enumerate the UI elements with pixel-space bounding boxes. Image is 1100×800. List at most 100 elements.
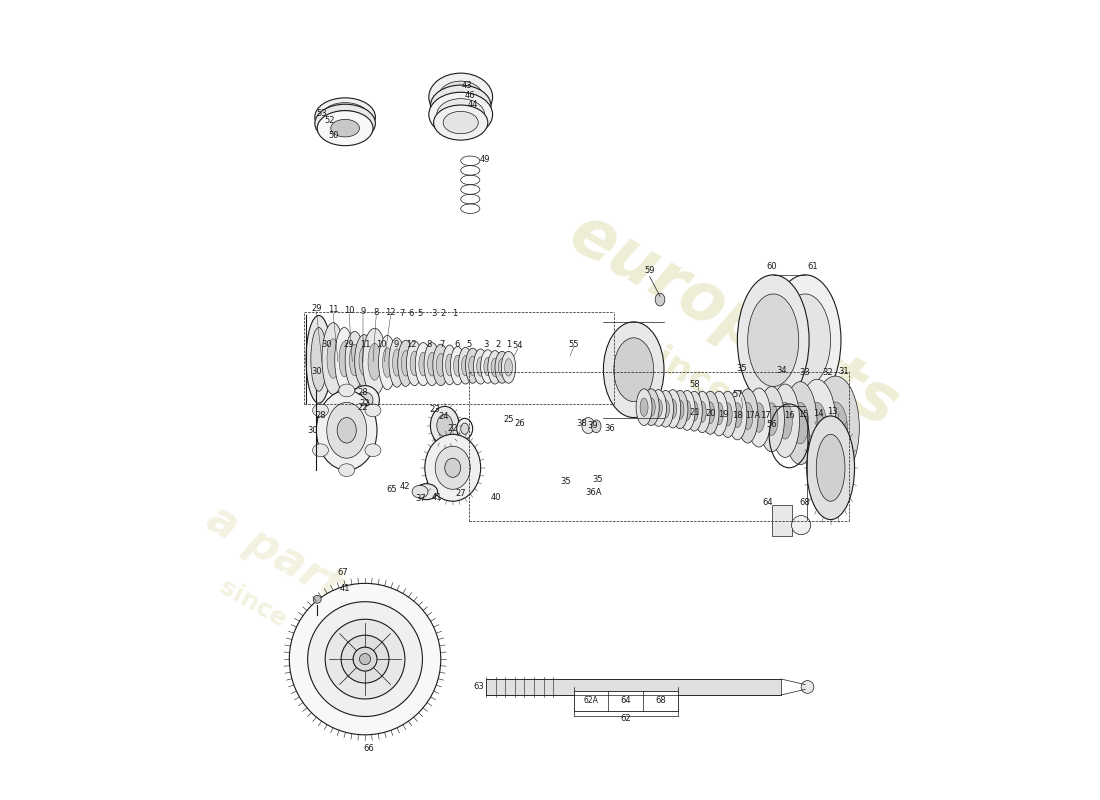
Ellipse shape (644, 389, 659, 426)
Ellipse shape (733, 402, 742, 427)
Ellipse shape (419, 352, 428, 376)
Text: 5: 5 (417, 309, 422, 318)
Ellipse shape (365, 404, 381, 417)
Ellipse shape (683, 400, 691, 420)
Ellipse shape (771, 384, 800, 458)
Ellipse shape (331, 119, 360, 137)
Text: 3: 3 (431, 309, 437, 318)
Text: 20: 20 (706, 409, 716, 418)
Ellipse shape (350, 344, 360, 376)
Text: 56: 56 (767, 420, 777, 430)
Text: 54: 54 (513, 342, 524, 350)
Text: 63: 63 (473, 682, 484, 690)
Text: 18: 18 (732, 410, 742, 420)
Bar (486, 679, 781, 695)
Ellipse shape (647, 398, 656, 416)
Ellipse shape (358, 392, 373, 408)
Ellipse shape (669, 399, 676, 418)
Ellipse shape (807, 402, 826, 449)
Ellipse shape (742, 402, 752, 430)
Text: 2: 2 (440, 309, 446, 318)
Text: 23: 23 (429, 405, 440, 414)
Text: 27: 27 (455, 489, 466, 498)
Ellipse shape (824, 402, 847, 454)
Ellipse shape (498, 358, 506, 376)
Ellipse shape (339, 464, 354, 477)
Ellipse shape (393, 349, 402, 376)
Ellipse shape (317, 110, 373, 146)
Text: 40: 40 (491, 493, 501, 502)
Text: 41: 41 (340, 585, 351, 594)
Ellipse shape (816, 434, 845, 502)
Ellipse shape (446, 354, 453, 376)
Ellipse shape (672, 390, 688, 429)
Text: a parts: a parts (199, 497, 374, 622)
Ellipse shape (487, 350, 503, 384)
Ellipse shape (383, 348, 393, 378)
Ellipse shape (351, 386, 380, 414)
Ellipse shape (327, 402, 366, 458)
Ellipse shape (664, 390, 681, 428)
Text: 66: 66 (364, 744, 374, 753)
Text: 26: 26 (515, 419, 525, 429)
Ellipse shape (378, 335, 396, 390)
Ellipse shape (661, 400, 670, 418)
Text: 58: 58 (690, 379, 701, 389)
Text: 22: 22 (358, 403, 367, 413)
Text: 61: 61 (807, 262, 818, 270)
Text: 16: 16 (784, 410, 794, 420)
Text: 39: 39 (587, 421, 598, 430)
Text: 22: 22 (359, 398, 370, 408)
Ellipse shape (747, 388, 771, 447)
Ellipse shape (453, 355, 462, 376)
Text: 14: 14 (813, 409, 823, 418)
Ellipse shape (412, 486, 428, 498)
Text: 13: 13 (827, 407, 837, 417)
Ellipse shape (442, 345, 456, 385)
Circle shape (360, 654, 371, 665)
Text: 62: 62 (620, 714, 631, 723)
Text: 28: 28 (358, 387, 368, 397)
Ellipse shape (389, 338, 405, 387)
Ellipse shape (429, 73, 493, 121)
Ellipse shape (658, 390, 673, 427)
Ellipse shape (737, 275, 810, 406)
Ellipse shape (327, 339, 339, 378)
Ellipse shape (407, 341, 422, 386)
Ellipse shape (766, 402, 778, 435)
Ellipse shape (679, 390, 695, 430)
Ellipse shape (462, 356, 470, 376)
Circle shape (353, 647, 377, 671)
Ellipse shape (476, 357, 485, 376)
Text: 35: 35 (593, 475, 603, 484)
Ellipse shape (312, 404, 329, 417)
Ellipse shape (502, 351, 516, 383)
Text: 30: 30 (321, 340, 332, 349)
Text: 64: 64 (620, 697, 631, 706)
Ellipse shape (337, 418, 356, 443)
Ellipse shape (806, 416, 855, 519)
Ellipse shape (459, 347, 473, 384)
Text: 31: 31 (838, 366, 849, 376)
Ellipse shape (402, 350, 410, 376)
Text: 15: 15 (799, 410, 808, 419)
Ellipse shape (450, 346, 464, 385)
Ellipse shape (748, 294, 799, 386)
Text: 42: 42 (399, 482, 410, 490)
Ellipse shape (783, 382, 817, 465)
Text: 52: 52 (323, 117, 334, 126)
Text: 30: 30 (307, 426, 318, 434)
Ellipse shape (444, 458, 461, 478)
Text: 10: 10 (376, 340, 386, 349)
Ellipse shape (322, 322, 344, 394)
Text: 62A: 62A (584, 697, 598, 706)
Text: 55: 55 (569, 340, 580, 349)
Ellipse shape (481, 350, 495, 383)
Ellipse shape (614, 338, 653, 402)
Ellipse shape (315, 104, 375, 142)
Text: 2: 2 (496, 340, 500, 349)
Text: 41: 41 (431, 493, 442, 502)
Text: 8: 8 (426, 340, 431, 349)
Ellipse shape (456, 418, 473, 439)
Text: 9: 9 (394, 340, 399, 349)
